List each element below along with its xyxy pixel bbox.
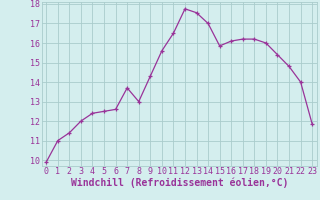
- X-axis label: Windchill (Refroidissement éolien,°C): Windchill (Refroidissement éolien,°C): [70, 178, 288, 188]
